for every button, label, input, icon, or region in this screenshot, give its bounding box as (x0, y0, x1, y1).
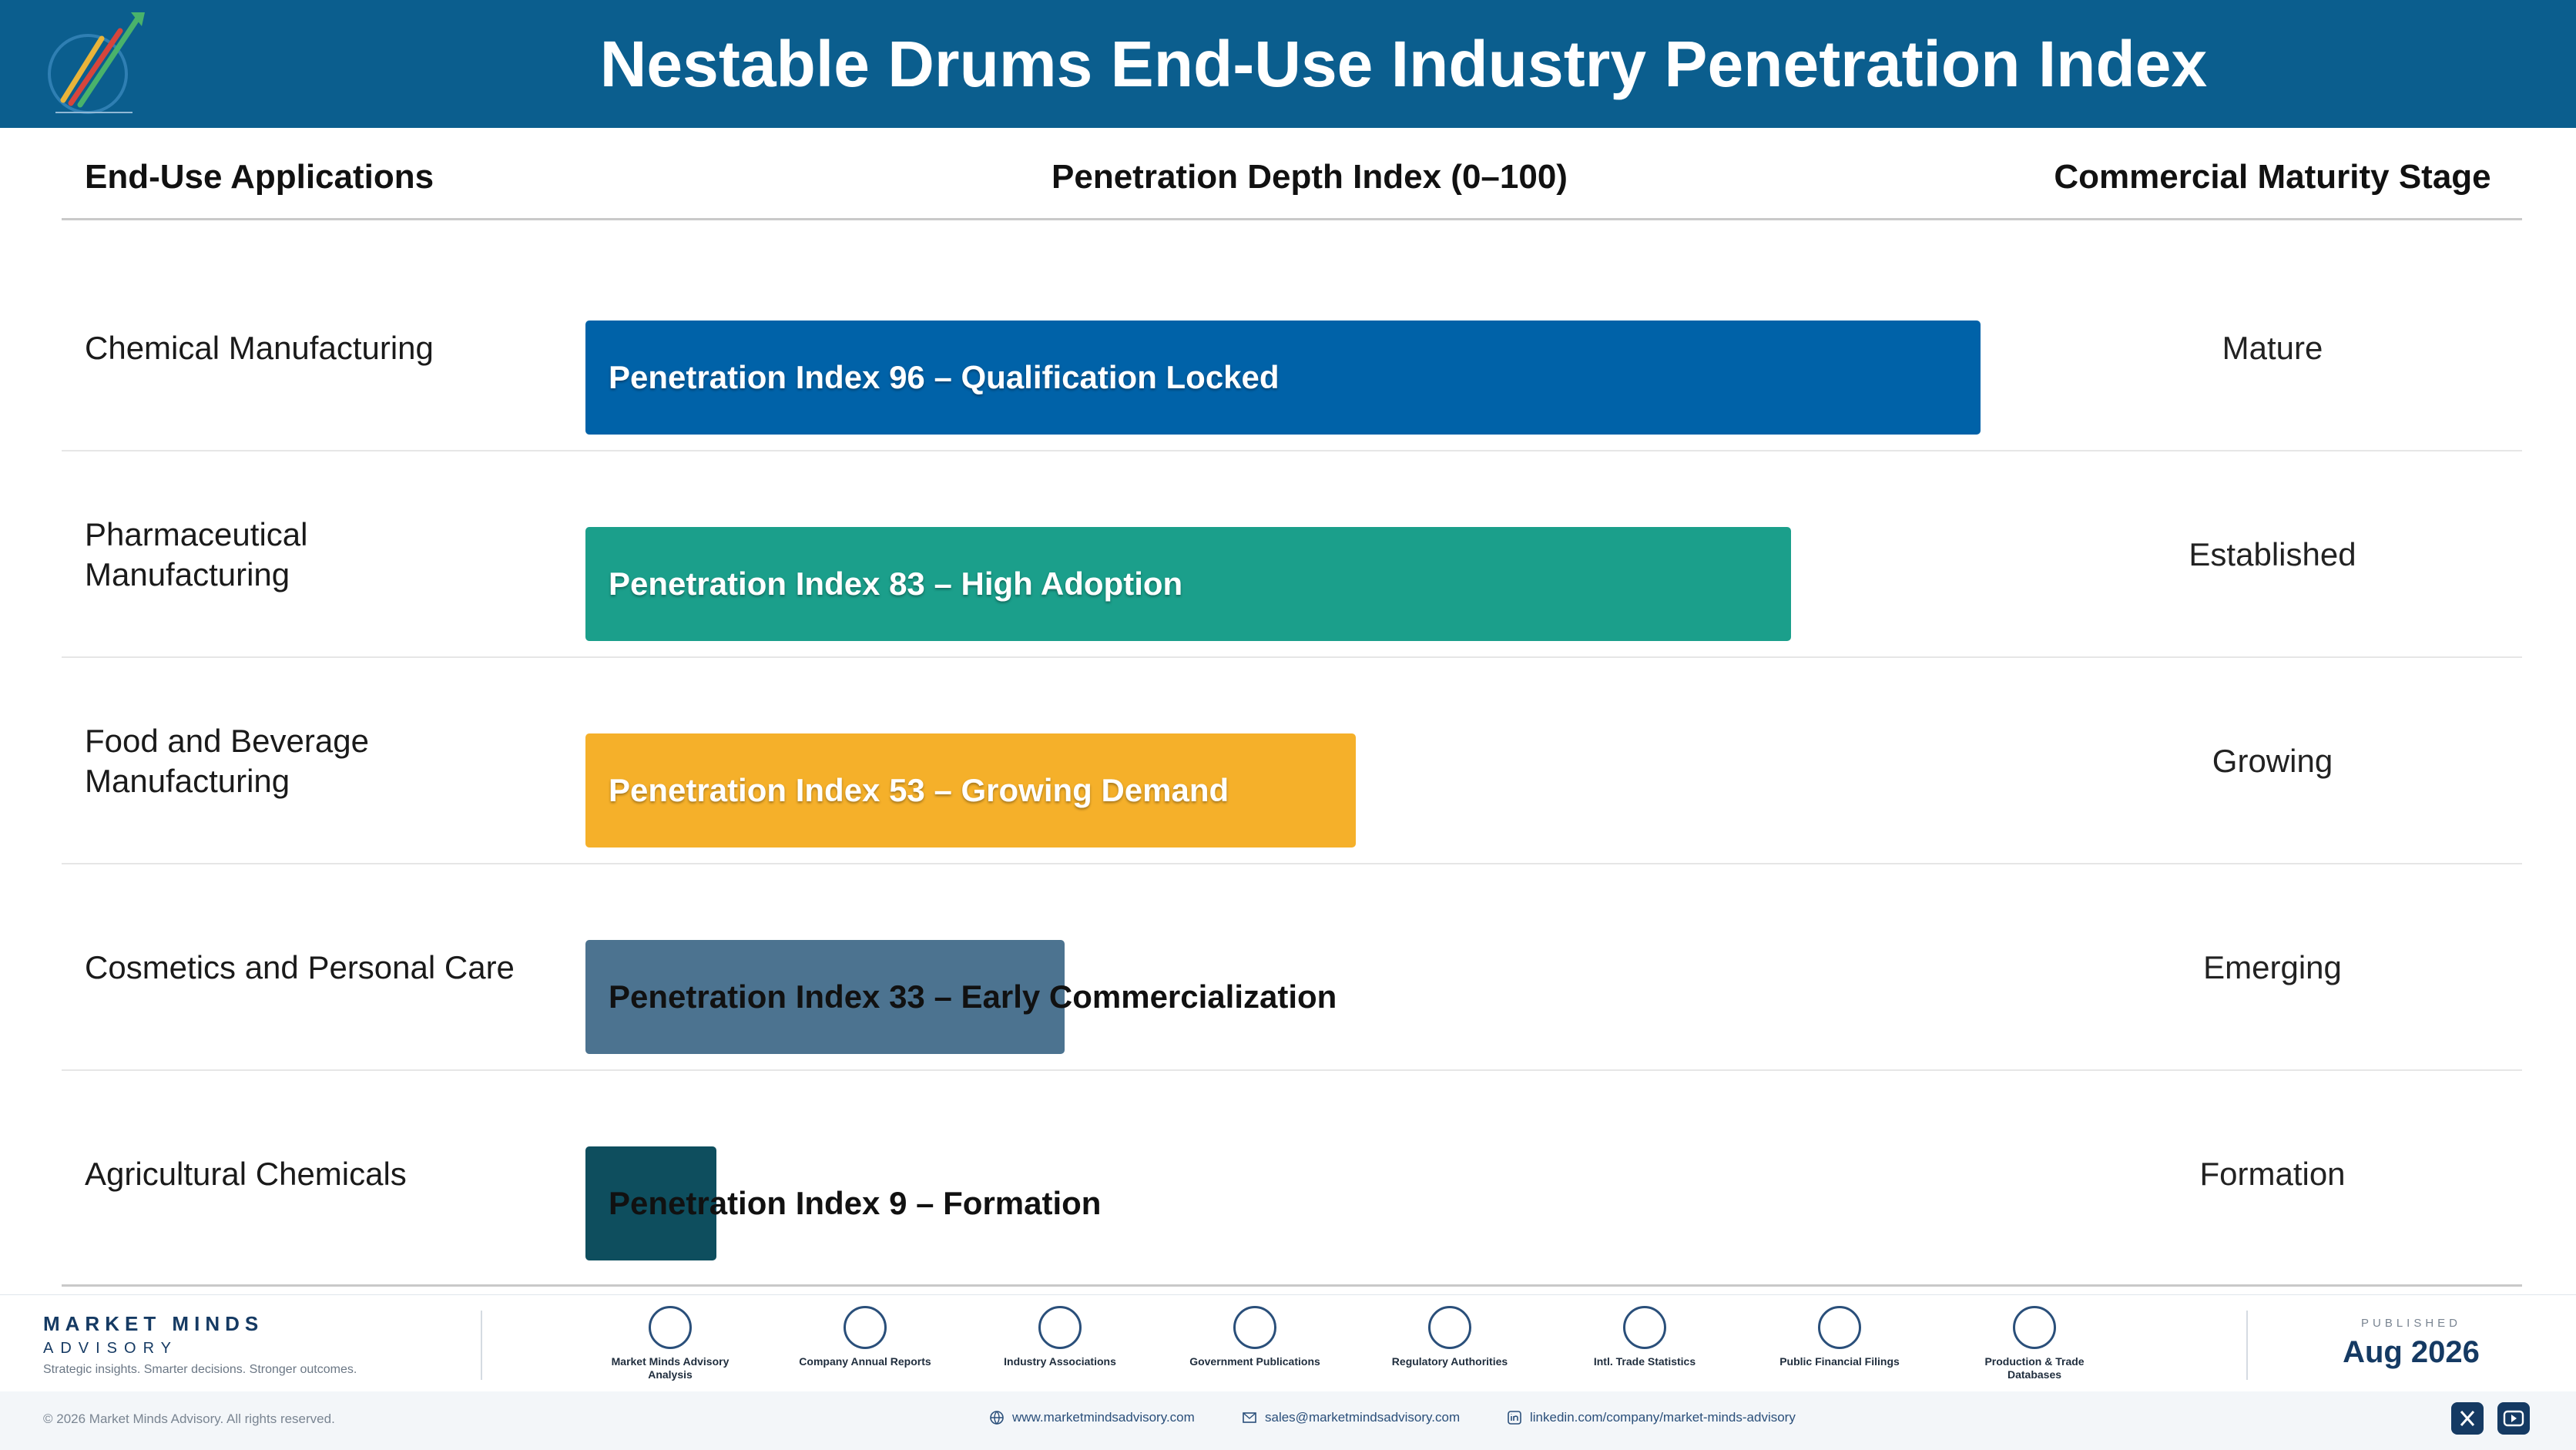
source-label: Public Financial Filings (1779, 1355, 1900, 1368)
bar (585, 321, 1981, 435)
column-header-stage: Commercial Maturity Stage (2054, 158, 2491, 196)
email-link[interactable]: sales@marketmindsadvisory.com (1242, 1410, 1460, 1425)
row-divider (62, 1069, 2522, 1071)
source-label: Regulatory Authorities (1391, 1355, 1508, 1368)
mail-icon (1243, 1412, 1256, 1423)
chart-row: Food and Beverage Manufacturing Penetrati… (62, 658, 2522, 864)
source-label: Industry Associations (1004, 1355, 1116, 1368)
bar-label: Penetration Index 53 – Growing Demand (609, 772, 1229, 808)
bar (585, 733, 1356, 848)
chart-row: Cosmetics and Personal Care Penetration I… (62, 864, 2522, 1071)
youtube-button[interactable] (2497, 1402, 2530, 1435)
document-icon (844, 1306, 887, 1349)
header-divider (62, 218, 2522, 220)
x-button[interactable] (2451, 1402, 2484, 1435)
source-item: Market Minds Advisory Analysis (593, 1306, 747, 1381)
row-divider (62, 656, 2522, 658)
footer-divider (481, 1311, 482, 1380)
bar (585, 940, 1065, 1054)
footer-sources-band: MARKET MINDS ADVISORY Strategic insights… (0, 1294, 2576, 1391)
column-header-applications: End-Use Applications (85, 158, 434, 196)
published-label: PUBLISHED (2360, 1317, 2462, 1330)
source-label: Company Annual Reports (799, 1355, 931, 1368)
x-icon (2460, 1411, 2475, 1426)
trend-chart-icon (649, 1306, 692, 1349)
category-label: Pharmaceutical Manufacturing (85, 516, 308, 592)
source-item: Regulatory Authorities (1373, 1306, 1527, 1368)
bar-label: Penetration Index 83 – High Adoption (609, 566, 1183, 602)
rising-arrows-logo-icon (48, 12, 145, 114)
maturity-stage: Established (2189, 536, 2356, 572)
row-divider (62, 863, 2522, 864)
source-label: Production & Trade Databases (1984, 1355, 2085, 1381)
government-building-icon (1233, 1306, 1276, 1349)
source-item: Production & Trade Databases (1957, 1306, 2111, 1381)
footer: MARKET MINDS ADVISORY Strategic insights… (0, 1294, 2576, 1450)
category-label: Chemical Manufacturing (85, 330, 434, 366)
bar-label: Penetration Index 33 – Early Commerciali… (609, 978, 1337, 1015)
brand-subtitle: ADVISORY (43, 1340, 178, 1357)
linkedin-text: linkedin.com/company/market-minds-adviso… (1530, 1410, 1796, 1425)
category-label: Agricultural Chemicals (85, 1156, 407, 1192)
maturity-stage: Formation (2199, 1156, 2346, 1192)
bar-label: Penetration Index 96 – Qualification Loc… (609, 359, 1280, 395)
source-label: Intl. Trade Statistics (1593, 1355, 1696, 1368)
source-item: Company Annual Reports (788, 1306, 942, 1368)
maturity-stage: Mature (2222, 330, 2323, 366)
source-item: Government Publications (1178, 1306, 1332, 1368)
page-title: Nestable Drums End-Use Industry Penetrat… (599, 28, 2208, 100)
brand-tagline: Strategic insights. Smarter decisions. S… (43, 1363, 357, 1376)
shield-check-icon (1428, 1306, 1471, 1349)
chart-row: Agricultural Chemicals Penetration Index … (62, 1071, 2522, 1277)
globe-icon (990, 1411, 1004, 1425)
email-text: sales@marketmindsadvisory.com (1265, 1410, 1461, 1425)
source-item: Intl. Trade Statistics (1568, 1306, 1722, 1368)
linkedin-icon (1508, 1411, 1521, 1425)
bar (585, 1146, 716, 1260)
maturity-stage: Growing (2212, 743, 2333, 779)
header: Nestable Drums End-Use Industry Penetrat… (0, 0, 2576, 128)
network-icon (1038, 1306, 1082, 1349)
youtube-icon (2503, 1410, 2524, 1427)
category-label: Cosmetics and Personal Care (85, 949, 515, 985)
chart-row: Chemical Manufacturing Penetration Index … (62, 245, 2522, 451)
maturity-stage: Emerging (2203, 949, 2342, 985)
category-label: Food and Beverage Manufacturing (85, 723, 369, 799)
footer-divider (2246, 1311, 2248, 1380)
source-label: Government Publications (1189, 1355, 1320, 1368)
dollar-coin-icon (1818, 1306, 1861, 1349)
row-divider (62, 450, 2522, 451)
source-label: Market Minds Advisory Analysis (611, 1355, 730, 1381)
published-date: Aug 2026 (2343, 1335, 2480, 1369)
copyright: © 2026 Market Minds Advisory. All rights… (43, 1411, 335, 1426)
globe-icon (1623, 1306, 1666, 1349)
column-header-index: Penetration Depth Index (0–100) (1052, 158, 1568, 196)
linkedin-link[interactable]: linkedin.com/company/market-minds-adviso… (1507, 1410, 1796, 1425)
bar-label: Penetration Index 9 – Formation (609, 1185, 1102, 1221)
source-item: Industry Associations (983, 1306, 1137, 1368)
brand-name: MARKET MINDS (43, 1312, 264, 1335)
website-text: www.marketmindsadvisory.com (1012, 1410, 1195, 1425)
database-icon (2013, 1306, 2056, 1349)
website-link[interactable]: www.marketmindsadvisory.com (989, 1410, 1195, 1425)
source-item: Public Financial Filings (1763, 1306, 1917, 1368)
chart-row: Pharmaceutical Manufacturing Penetration … (62, 451, 2522, 658)
bar (585, 527, 1791, 641)
chart-bottom-divider (62, 1284, 2522, 1287)
